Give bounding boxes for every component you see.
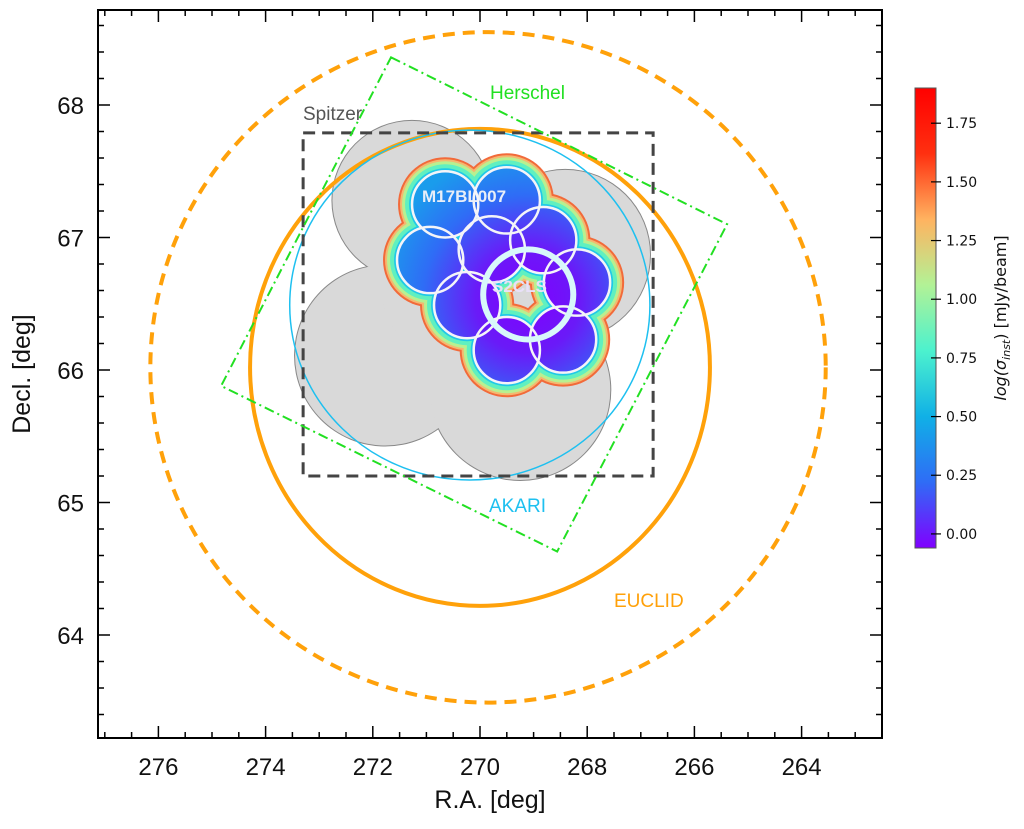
spitzer-label: Spitzer [303, 104, 363, 125]
colorbar-tick-label: 0.00 [946, 527, 977, 543]
herschel-label: Herschel [490, 83, 565, 104]
axis-ticks [98, 10, 882, 738]
euclid-footprint [248, 126, 712, 608]
x-tick-labels: 276 274 272 270 268 266 264 [138, 754, 821, 781]
y-tick-label: 64 [57, 623, 84, 650]
s2cls-label: S2CLS [492, 277, 547, 296]
s2cls-footprint [480, 246, 577, 343]
x-axis-label: R.A. [deg] [434, 786, 545, 814]
x-tick-label: 274 [246, 754, 286, 781]
y-tick-labels: 64 65 66 67 68 [57, 93, 84, 650]
x-tick-label: 268 [567, 754, 607, 781]
colorbar-ticks: 0.00 0.25 0.50 0.75 1.00 1.25 1.50 1.75 [931, 116, 977, 543]
y-tick-label: 66 [57, 358, 84, 385]
colorbar-bar [914, 87, 937, 549]
pointing-circle [542, 248, 612, 317]
akari-footprint [288, 129, 651, 481]
x-tick-label: 272 [353, 754, 393, 781]
akari-label: AKARI [489, 496, 546, 517]
depth-layer [397, 226, 464, 294]
pointing-circle [472, 315, 542, 385]
pointing-circle [508, 205, 578, 275]
plot-frame [97, 9, 883, 739]
pointing-circle [395, 225, 465, 295]
x-tick-label: 270 [460, 754, 500, 781]
depth-layer [412, 171, 479, 238]
colorbar: 0.00 0.25 0.50 0.75 1.00 1.25 1.50 1.75 log(σin… [914, 87, 1013, 549]
colorbar-tick-label: 0.25 [946, 468, 977, 484]
y-tick-label: 68 [57, 93, 84, 120]
colorbar-label: log(σinst) [mJy/beam] [991, 235, 1013, 400]
x-tick-label: 264 [782, 754, 822, 781]
x-tick-label: 276 [138, 754, 178, 781]
colorbar-tick-label: 1.75 [946, 116, 977, 132]
y-axis-label: Decl. [deg] [8, 314, 36, 434]
herschel-footprint [219, 55, 729, 553]
plot-area [148, 30, 828, 705]
y-tick-label: 67 [57, 226, 84, 253]
x-tick-label: 266 [674, 754, 714, 781]
pointing-circle [472, 166, 542, 235]
colorbar-tick-label: 1.50 [946, 175, 977, 191]
depth-layer [473, 317, 540, 384]
y-tick-label: 65 [57, 491, 84, 518]
colorbar-tick-label: 1.00 [946, 292, 977, 308]
colorbar-tick-label: 1.25 [946, 234, 977, 250]
pointing-circle [410, 170, 480, 239]
euclid-label: EUCLID [614, 591, 684, 612]
colorbar-tick-label: 0.75 [946, 351, 977, 367]
spitzer-footprint [301, 131, 655, 478]
m17bl007-pointings [395, 166, 612, 385]
pointing-circle [432, 270, 502, 340]
euclid-outer-footprint [148, 30, 828, 705]
depth-layer [529, 306, 597, 373]
colorbar-tick-label: 0.50 [946, 410, 977, 426]
m17bl007-label: M17BL007 [422, 187, 506, 206]
